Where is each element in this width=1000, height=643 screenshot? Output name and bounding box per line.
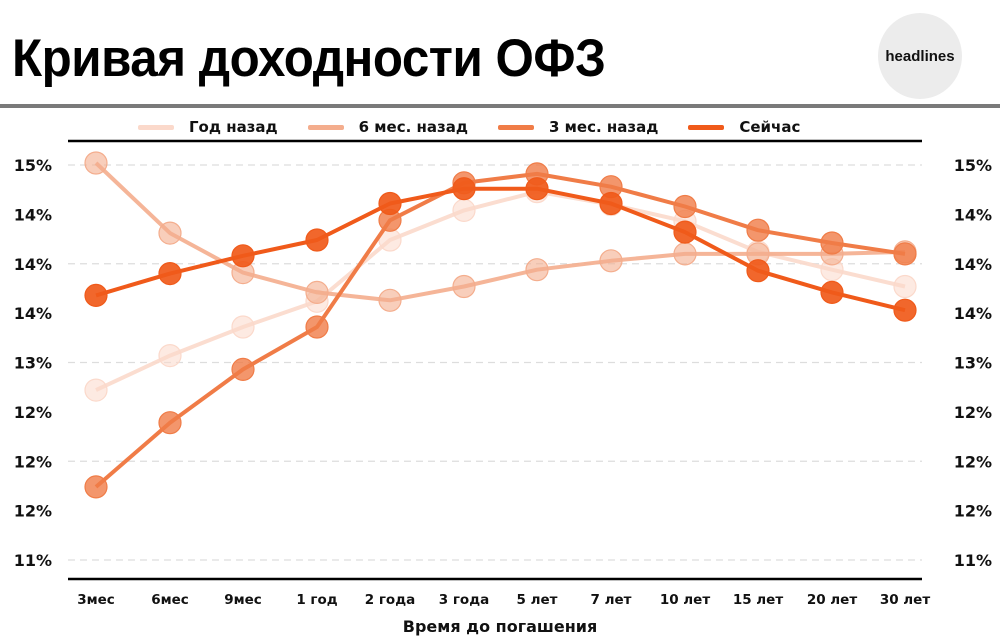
y-tick-label: 14% [954, 255, 992, 274]
legend-item-now: Сейчас [688, 118, 800, 136]
y-tick-label: 12% [14, 403, 52, 422]
y-tick-label: 11% [954, 551, 992, 570]
legend-label: Сейчас [739, 118, 801, 136]
series-2 [84, 162, 917, 499]
data-point [84, 283, 108, 307]
y-tick-label: 14% [954, 205, 992, 224]
header-divider [0, 104, 1000, 108]
legend-item-6-months-ago: 6 мес. назад [307, 118, 468, 136]
gridlines [68, 164, 922, 561]
legend-item-3-months-ago: 3 мес. назад [497, 118, 659, 136]
legend-item-year-ago: Год назад [138, 118, 278, 136]
data-point [820, 231, 844, 255]
data-point [452, 198, 476, 222]
x-tick-label: 30 лет [880, 592, 931, 608]
y-tick-label: 14% [14, 205, 52, 224]
data-point [525, 177, 549, 201]
data-point [746, 218, 770, 242]
legend-swatch [497, 124, 534, 130]
data-point [599, 249, 623, 273]
series-3 [84, 177, 917, 322]
data-series [84, 151, 917, 499]
data-point [673, 220, 697, 244]
y-tick-label: 12% [954, 403, 992, 422]
x-tick-label: 2 года [365, 592, 415, 608]
y-tick-label: 13% [14, 354, 52, 373]
headlines-logo: headlines [878, 13, 962, 99]
x-tick-label: 5 лет [517, 592, 558, 608]
y-tick-label: 11% [14, 551, 52, 570]
data-point [378, 191, 402, 216]
data-point [305, 315, 329, 339]
data-point [158, 411, 182, 435]
legend-swatch [307, 124, 344, 130]
x-tick-label: 3мес [77, 592, 115, 608]
data-point [231, 244, 255, 268]
x-tick-label: 20 лет [807, 592, 858, 608]
data-point [231, 357, 255, 381]
data-point [305, 228, 329, 252]
chart-title: Кривая доходности ОФЗ [12, 29, 606, 88]
x-tick-label: 9мес [224, 592, 262, 608]
y-tick-label: 12% [14, 452, 52, 471]
y-tick-label: 15% [954, 156, 992, 175]
legend-label: Год назад [189, 118, 278, 136]
x-axis-labels: 3мес 6мес 9мес 1 год 2 года 3 года 5 лет 7 лет 1… [77, 592, 930, 608]
data-point [84, 475, 108, 499]
data-point [158, 262, 182, 286]
x-tick-label: 3 года [439, 592, 489, 608]
data-point [378, 288, 402, 312]
legend-swatch [688, 124, 725, 130]
data-point [305, 280, 329, 304]
y-tick-label: 14% [14, 255, 52, 274]
data-point [599, 191, 623, 216]
y-axis-left-labels: 15% 14% 14% 14% 13% 12% 12% 12% 11% [14, 156, 52, 570]
data-point [893, 274, 917, 299]
y-tick-label: 14% [954, 304, 992, 323]
data-point [893, 242, 917, 266]
data-point [746, 259, 770, 283]
x-tick-label: 15 лет [733, 592, 784, 608]
data-point [673, 194, 697, 219]
y-tick-label: 15% [14, 156, 52, 175]
data-point [820, 280, 844, 304]
y-tick-label: 12% [954, 452, 992, 471]
data-point [158, 221, 182, 245]
plot-frame [68, 139, 922, 581]
data-point [893, 298, 917, 322]
legend-swatch [138, 124, 174, 130]
y-tick-label: 12% [14, 502, 52, 521]
legend-label: 6 мес. назад [358, 118, 468, 136]
x-axis-title: Время до погашения [403, 617, 598, 636]
data-point [231, 315, 255, 339]
legend-label: 3 мес. назад [548, 118, 659, 136]
data-point [673, 242, 697, 266]
logo-text: headlines [885, 47, 955, 65]
series-0 [84, 180, 917, 402]
y-tick-label: 14% [14, 304, 52, 323]
data-point [158, 344, 182, 368]
data-point [84, 378, 108, 402]
y-tick-label: 13% [954, 354, 992, 373]
data-point [452, 177, 476, 201]
x-tick-label: 7 лет [591, 592, 632, 608]
x-tick-label: 6мес [151, 592, 189, 608]
x-tick-label: 10 лет [660, 592, 711, 608]
y-tick-label: 12% [954, 502, 992, 521]
data-point [452, 274, 476, 299]
y-axis-right-labels: 15% 14% 14% 14% 13% 12% 12% 12% 11% [954, 156, 992, 570]
chart-legend: Год назад 6 мес. назад 3 мес. назад Сейч… [138, 115, 830, 139]
data-point [525, 258, 549, 282]
x-tick-label: 1 год [296, 592, 337, 608]
data-point [84, 151, 108, 175]
series-1 [84, 151, 917, 312]
